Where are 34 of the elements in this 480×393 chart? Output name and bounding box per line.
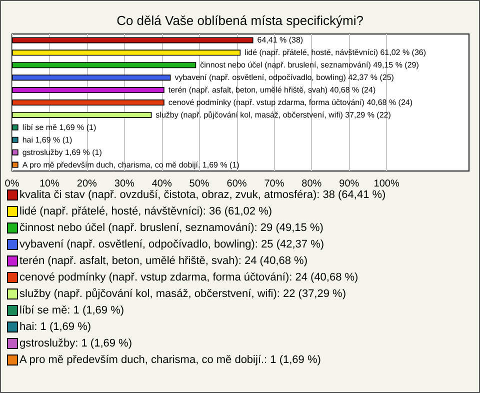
data-label: terén (např. asfalt, beton, umělé hřiště, svah) 40,68 % (24) bbox=[168, 86, 376, 95]
data-label: hai 1,69 % (1) bbox=[22, 135, 72, 144]
legend-label: hai: 1 (1,69 %) bbox=[20, 321, 92, 333]
data-label: činnost nebo účel (např. bruslení, seznamování) 49,15 % (29) bbox=[200, 60, 420, 70]
chart-title: Co dělá Vaše oblíbená místa specifickými? bbox=[116, 13, 364, 28]
x-tick-label: 50% bbox=[189, 178, 210, 190]
legend-label: cenové podmínky (např. vstup zdarma, forma účtování): 24 (40,68 %) bbox=[20, 272, 358, 284]
legend-label: činnost nebo účel (např. bruslení, seznamování): 29 (49,15 %) bbox=[20, 222, 324, 234]
x-tick-label: 10% bbox=[39, 178, 60, 190]
x-tick-label: 90% bbox=[339, 178, 360, 190]
legend-label: vybavení (např. osvětlení, odpočívadlo, bowling): 25 (42,37 %) bbox=[20, 238, 324, 250]
data-label: služby (např. půjčování kol, masáž, občerstvení, wifi) 37,29 % (22) bbox=[156, 110, 392, 120]
data-label: líbí se mě 1,69 % (1) bbox=[22, 122, 96, 132]
x-tick-label: 70% bbox=[264, 178, 284, 190]
legend-label: terén (např. asfalt, beton, umělé hřiště, svah): 24 (40,68 %) bbox=[20, 255, 308, 267]
legend-label: gstroslužby: 1 (1,69 %) bbox=[20, 338, 132, 350]
data-label: vybavení (např. osvětlení, odpočívadlo, bowling) 42,37 % (25) bbox=[174, 73, 394, 82]
data-label: lidé (např. přátelé, hosté, návštěvníci) 61,02 % (36) bbox=[244, 48, 426, 58]
x-tick-label: 20% bbox=[76, 178, 98, 190]
data-label: 64,41 % (38) bbox=[257, 36, 304, 45]
legend-label: služby (např. půjčování kol, masáž, občerstvení, wifi): 22 (37,29 %) bbox=[20, 288, 346, 300]
data-label: cenové podmínky (např. vstup zdarma, forma účtování) 40,68 % (24) bbox=[168, 98, 413, 107]
x-tick-label: 0% bbox=[4, 178, 20, 190]
x-tick-label: 40% bbox=[152, 178, 172, 190]
x-tick-label: 80% bbox=[302, 178, 322, 190]
data-label: A pro mě především duch, charisma, co mě dobijí. 1,69 % (1) bbox=[22, 160, 240, 170]
legend-label: kvalita či stav (např. ovzduší, čistota, obraz, zvuk, atmosféra): 38 (64,41 %) bbox=[20, 189, 386, 201]
data-label: gstroslužby 1,69 % (1) bbox=[22, 148, 102, 157]
legend-label: lidé (např. přátelé, hosté, návštěvníci): 36 (61,02 %) bbox=[20, 206, 272, 218]
legend-label: A pro mě především duch, charisma, co mě dobijí.: 1 (1,69 %) bbox=[20, 354, 321, 366]
x-tick-label: 60% bbox=[226, 178, 247, 190]
legend-label: líbí se mě: 1 (1,69 %) bbox=[20, 304, 124, 316]
x-tick-label: 30% bbox=[114, 178, 134, 190]
x-tick-label: 100% bbox=[374, 178, 400, 190]
